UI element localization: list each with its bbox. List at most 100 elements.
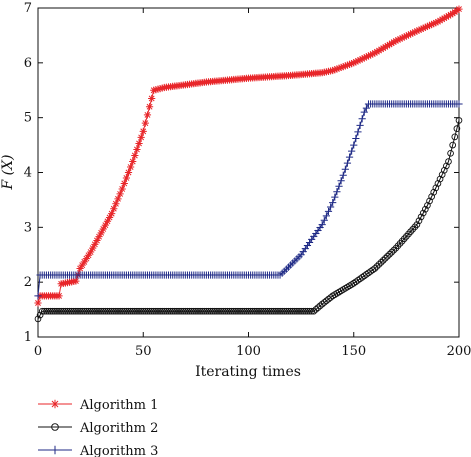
legend-label: Algorithm 2: [79, 421, 158, 436]
data-point: [184, 307, 191, 315]
data-point: [375, 261, 383, 268]
data-point: [194, 307, 202, 315]
data-point: [451, 133, 459, 141]
data-point: [171, 307, 179, 315]
data-point: [377, 45, 385, 53]
data-point: [293, 307, 301, 315]
data-point: [110, 205, 118, 213]
data-point: [38, 307, 46, 315]
y-tick-label: 5: [24, 111, 32, 126]
data-point: [137, 133, 145, 142]
data-point: [217, 307, 225, 315]
data-point: [398, 34, 406, 42]
data-point: [114, 195, 122, 203]
data-point: [331, 66, 339, 74]
data-point: [91, 240, 99, 248]
data-point: [419, 209, 427, 217]
data-point: [148, 94, 156, 103]
x-tick-label: 100: [236, 344, 261, 359]
data-point: [192, 307, 200, 315]
data-point: [51, 423, 59, 431]
data-point: [390, 38, 398, 46]
data-point: [245, 307, 252, 315]
data-point: [68, 307, 76, 315]
x-tick-label: 0: [34, 344, 42, 359]
data-point: [80, 307, 88, 315]
data-point: [384, 252, 391, 260]
data-point: [59, 307, 67, 315]
data-point: [169, 307, 177, 315]
data-point: [87, 248, 95, 256]
data-point: [413, 221, 421, 228]
data-point: [415, 26, 423, 34]
data-point: [272, 307, 280, 315]
y-axis-label: F (X): [0, 154, 16, 190]
data-point: [411, 28, 419, 36]
data-point: [360, 108, 368, 116]
data-point: [137, 307, 145, 315]
data-point: [135, 139, 143, 148]
data-point: [116, 307, 124, 315]
data-point: [154, 307, 162, 315]
data-point: [123, 307, 130, 315]
data-point: [366, 51, 375, 59]
legend-label: Algorithm 1: [79, 398, 158, 413]
data-point: [120, 179, 128, 188]
data-point: [57, 307, 65, 315]
y-tick-label: 1: [24, 330, 32, 345]
data-point: [283, 307, 290, 315]
data-point: [150, 86, 158, 94]
data-point: [167, 307, 174, 315]
data-point: [105, 213, 114, 222]
data-point: [341, 62, 349, 70]
data-point: [247, 307, 254, 315]
data-point: [89, 307, 97, 315]
data-point: [438, 15, 446, 23]
data-point: [388, 248, 395, 256]
data-point: [264, 307, 271, 315]
data-point: [329, 66, 337, 75]
data-point: [72, 277, 80, 285]
data-point: [446, 11, 455, 19]
x-tick-label: 50: [135, 344, 152, 359]
data-point: [148, 307, 155, 315]
data-point: [257, 307, 265, 315]
data-point: [99, 307, 107, 315]
data-point: [118, 307, 126, 315]
data-point: [268, 307, 275, 315]
data-point: [238, 307, 246, 315]
series-3: [34, 100, 463, 300]
data-point: [253, 307, 261, 315]
data-point: [224, 307, 231, 315]
data-point: [70, 307, 78, 315]
data-point: [80, 258, 88, 266]
data-point: [127, 163, 135, 171]
y-tick-label: 6: [24, 56, 32, 71]
data-point: [369, 50, 377, 58]
data-point: [352, 134, 360, 143]
data-point: [379, 44, 387, 52]
data-point: [143, 111, 152, 119]
data-point: [423, 22, 432, 30]
data-point: [354, 57, 362, 65]
data-point: [434, 18, 442, 26]
data-point: [133, 307, 141, 315]
y-tick-label: 3: [24, 220, 32, 235]
data-point: [278, 307, 286, 315]
data-point: [453, 125, 461, 132]
data-point: [236, 307, 244, 315]
data-point: [127, 307, 134, 315]
data-point: [377, 259, 385, 266]
data-point: [45, 307, 52, 315]
data-point: [226, 307, 233, 315]
data-point: [455, 5, 463, 13]
data-point: [104, 307, 111, 315]
data-point: [432, 19, 440, 27]
data-point: [103, 217, 112, 225]
data-point: [146, 307, 153, 315]
data-point: [449, 141, 457, 149]
data-point: [152, 307, 160, 315]
data-point: [64, 307, 71, 315]
data-point: [276, 307, 284, 315]
